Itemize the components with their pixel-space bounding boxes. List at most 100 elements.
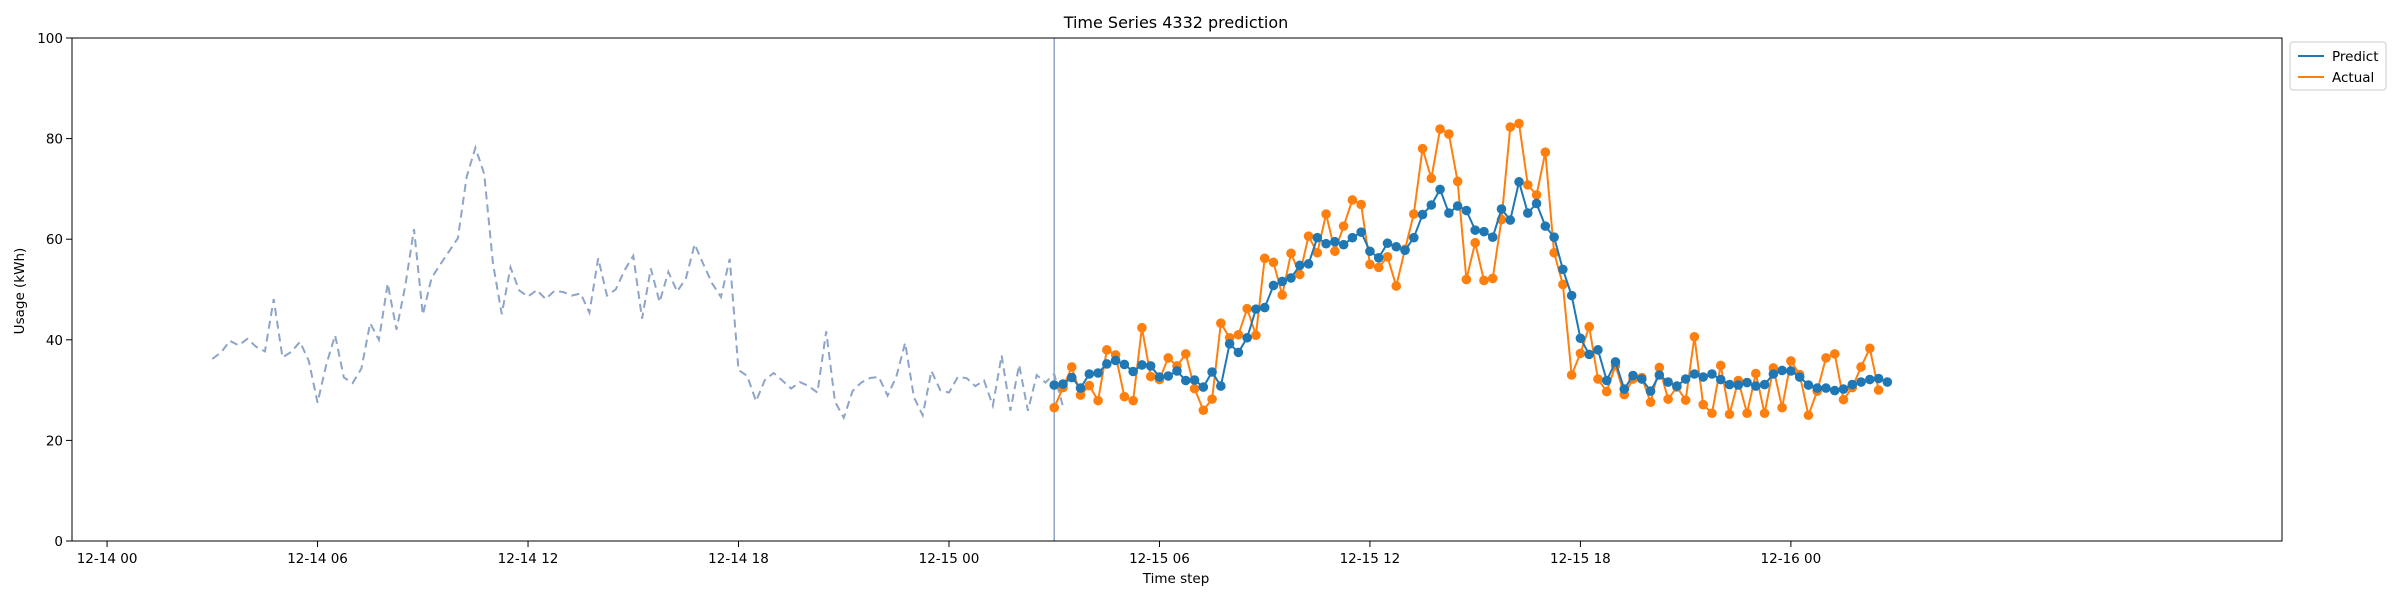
actual-point — [1435, 124, 1445, 134]
actual-point — [1470, 237, 1480, 248]
predict-point — [1435, 184, 1445, 195]
actual-point — [1522, 180, 1533, 190]
actual-point — [1251, 330, 1261, 341]
predict-point — [1514, 177, 1524, 187]
predict-point — [1417, 209, 1428, 220]
predict-point — [1487, 232, 1498, 242]
plot-area — [211, 38, 1893, 541]
actual-point — [1584, 321, 1594, 332]
predict-point — [1645, 386, 1656, 396]
y-tick-label: 100 — [37, 31, 63, 47]
predict-point — [1251, 304, 1261, 314]
actual-point — [1330, 246, 1340, 257]
predict-point — [1777, 365, 1787, 376]
predict-point — [1566, 290, 1577, 301]
actual-point — [1417, 143, 1428, 154]
actual-point — [1426, 173, 1437, 184]
predict-point — [1619, 384, 1630, 394]
predict-point — [1242, 332, 1252, 343]
actual-point — [1829, 349, 1840, 359]
predict-point — [1838, 384, 1849, 394]
predict-point — [1145, 361, 1156, 371]
predict-point — [1321, 238, 1331, 249]
predict-point — [1373, 253, 1384, 263]
actual-point — [1277, 290, 1288, 300]
predict-point — [1794, 372, 1805, 382]
predict-point — [1356, 227, 1366, 237]
actual-point — [1145, 371, 1156, 382]
legend: Predict Actual — [2289, 41, 2387, 91]
actual-point — [1715, 360, 1726, 371]
predict-point — [1873, 373, 1884, 384]
actual-point — [1856, 362, 1866, 372]
actual-point — [1698, 399, 1708, 410]
actual-point — [1514, 118, 1524, 129]
predict-point — [1496, 204, 1507, 214]
x-axis-label: Time step — [1142, 571, 1210, 587]
predict-point — [1698, 372, 1708, 382]
axes-frame — [71, 37, 2283, 542]
actual-point — [1180, 349, 1191, 359]
predict-point — [1575, 333, 1586, 344]
actual-point — [1391, 281, 1402, 291]
predict-point — [1163, 371, 1174, 381]
actual-point — [1163, 353, 1174, 363]
actual-point — [1461, 274, 1472, 285]
actual-point — [1049, 402, 1060, 413]
actual-point — [1259, 253, 1270, 264]
actual-point — [1566, 370, 1577, 380]
predict-point — [1505, 215, 1516, 225]
x-tick-label: 12-15 12 — [1340, 551, 1401, 567]
actual-point — [1102, 345, 1112, 355]
predict-point — [1610, 357, 1621, 367]
actual-point — [1724, 409, 1735, 420]
y-tick-label: 20 — [46, 433, 63, 449]
predict-point — [1312, 232, 1323, 243]
predict-point — [1672, 381, 1682, 391]
predict-point — [1444, 208, 1454, 218]
x-tick-label: 12-15 06 — [1129, 551, 1190, 567]
x-tick-label: 12-14 12 — [498, 551, 559, 567]
actual-point — [1742, 408, 1752, 419]
actual-point — [1654, 362, 1665, 373]
predict-point — [1882, 377, 1893, 387]
predict-point — [1049, 380, 1060, 390]
actual-point — [1137, 322, 1147, 333]
actual-point — [1198, 405, 1209, 416]
actual-point — [1119, 391, 1130, 402]
actual-point — [1707, 408, 1717, 419]
x-tick-label: 12-14 06 — [287, 551, 348, 567]
predict-point — [1365, 246, 1375, 257]
actual-point — [1558, 279, 1568, 290]
actual-point — [1408, 209, 1419, 219]
predict-point — [1733, 380, 1744, 390]
actual-point — [1207, 394, 1217, 404]
actual-point — [1751, 368, 1761, 379]
predict-point — [1531, 198, 1542, 209]
predict-point — [1172, 366, 1182, 376]
predict-point — [1400, 245, 1410, 256]
predict-point — [1102, 359, 1112, 369]
predict-point — [1522, 208, 1533, 218]
actual-point — [1531, 190, 1542, 200]
predict-point — [1110, 355, 1121, 366]
predict-point — [1479, 226, 1489, 237]
actual-point — [1444, 129, 1454, 139]
predict-point — [1654, 370, 1665, 380]
predict-series — [1049, 177, 1893, 396]
actual-point — [1645, 397, 1656, 407]
predict-point — [1066, 372, 1077, 383]
actual-point — [1505, 122, 1516, 132]
actual-point — [1312, 247, 1323, 258]
predict-point — [1768, 369, 1779, 379]
predict-point — [1637, 374, 1647, 384]
predict-point — [1154, 372, 1165, 382]
x-tick-label: 12-16 00 — [1761, 551, 1822, 567]
predict-point — [1216, 381, 1226, 391]
predict-point — [1382, 238, 1393, 249]
predict-point — [1751, 381, 1761, 391]
y-tick-label: 0 — [54, 534, 63, 550]
predict-point — [1786, 366, 1796, 376]
actual-point — [1777, 402, 1787, 413]
